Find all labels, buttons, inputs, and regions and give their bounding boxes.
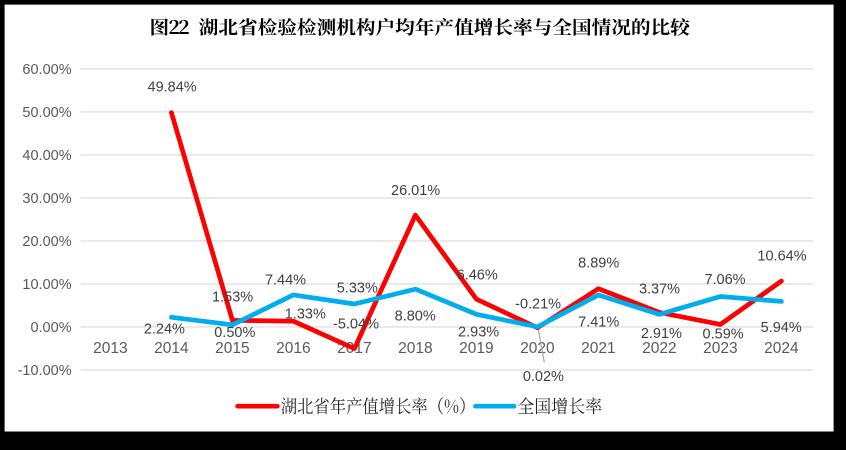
svg-text:0.02%: 0.02% xyxy=(523,369,564,385)
svg-text:2.93%: 2.93% xyxy=(458,325,499,341)
svg-text:2022: 2022 xyxy=(642,340,676,357)
svg-text:30.00%: 30.00% xyxy=(22,191,71,207)
svg-text:20.00%: 20.00% xyxy=(22,234,71,250)
svg-text:40.00%: 40.00% xyxy=(22,148,71,164)
svg-text:2021: 2021 xyxy=(581,340,615,357)
svg-text:-5.04%: -5.04% xyxy=(333,317,379,333)
svg-text:2.91%: 2.91% xyxy=(641,326,682,342)
svg-text:3.37%: 3.37% xyxy=(639,282,680,298)
svg-text:2019: 2019 xyxy=(459,340,493,357)
svg-text:2014: 2014 xyxy=(154,340,189,357)
svg-text:2024: 2024 xyxy=(764,340,799,357)
svg-text:49.84%: 49.84% xyxy=(148,80,197,96)
svg-text:5.94%: 5.94% xyxy=(761,320,802,336)
svg-text:0.59%: 0.59% xyxy=(703,327,744,343)
svg-text:-0.21%: -0.21% xyxy=(515,297,561,313)
svg-text:8.89%: 8.89% xyxy=(578,256,619,272)
svg-text:2020: 2020 xyxy=(520,340,555,357)
svg-text:2015: 2015 xyxy=(215,340,249,357)
svg-text:10.00%: 10.00% xyxy=(22,277,71,293)
svg-text:1.53%: 1.53% xyxy=(212,290,253,306)
svg-text:2023: 2023 xyxy=(703,340,737,357)
svg-text:2016: 2016 xyxy=(276,340,310,357)
svg-text:0.00%: 0.00% xyxy=(30,320,71,336)
svg-text:50.00%: 50.00% xyxy=(22,105,71,121)
svg-text:5.33%: 5.33% xyxy=(337,280,378,296)
svg-text:6.46%: 6.46% xyxy=(457,268,498,284)
svg-text:10.64%: 10.64% xyxy=(757,248,806,264)
svg-text:7.06%: 7.06% xyxy=(704,272,745,288)
svg-text:26.01%: 26.01% xyxy=(391,183,440,199)
svg-text:2013: 2013 xyxy=(93,340,127,357)
svg-text:7.44%: 7.44% xyxy=(265,272,306,288)
svg-text:7.41%: 7.41% xyxy=(578,315,619,331)
svg-text:-10.00%: -10.00% xyxy=(18,363,72,379)
svg-text:0.50%: 0.50% xyxy=(214,325,255,341)
svg-text:1.33%: 1.33% xyxy=(285,306,326,322)
svg-text:8.80%: 8.80% xyxy=(395,309,436,325)
svg-text:2.24%: 2.24% xyxy=(144,322,185,338)
svg-text:60.00%: 60.00% xyxy=(22,62,71,78)
svg-text:2018: 2018 xyxy=(398,340,432,357)
